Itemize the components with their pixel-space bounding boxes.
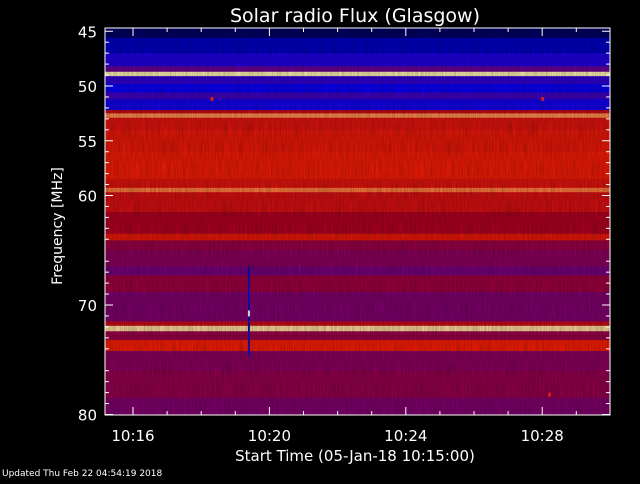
- x-axis-label: Start Time (05-Jan-18 10:15:00): [235, 447, 475, 465]
- axes: 45 50 55 60 70 80 10:16 10:20 10:24 10:28: [78, 23, 611, 445]
- y-tick-label: 50: [78, 78, 97, 96]
- y-tick-label: 80: [78, 407, 97, 425]
- chart-title: Solar radio Flux (Glasgow): [230, 5, 480, 27]
- y-tick-label: 55: [78, 133, 97, 151]
- x-tick-label: 10:24: [384, 427, 427, 445]
- x-tick-label: 10:16: [111, 427, 154, 445]
- y-axis-label: Frequency [MHz]: [50, 167, 66, 285]
- noise-overlay: [105, 28, 610, 415]
- plot-frame: [104, 27, 611, 416]
- y-tick-label: 45: [78, 23, 97, 41]
- x-tick-label: 10:28: [521, 427, 564, 445]
- x-tick-label: 10:20: [248, 427, 291, 445]
- y-tick-label: 60: [78, 188, 97, 206]
- y-tick-label: 70: [78, 297, 97, 315]
- update-timestamp: Updated Thu Feb 22 04:54:19 2018: [2, 469, 163, 479]
